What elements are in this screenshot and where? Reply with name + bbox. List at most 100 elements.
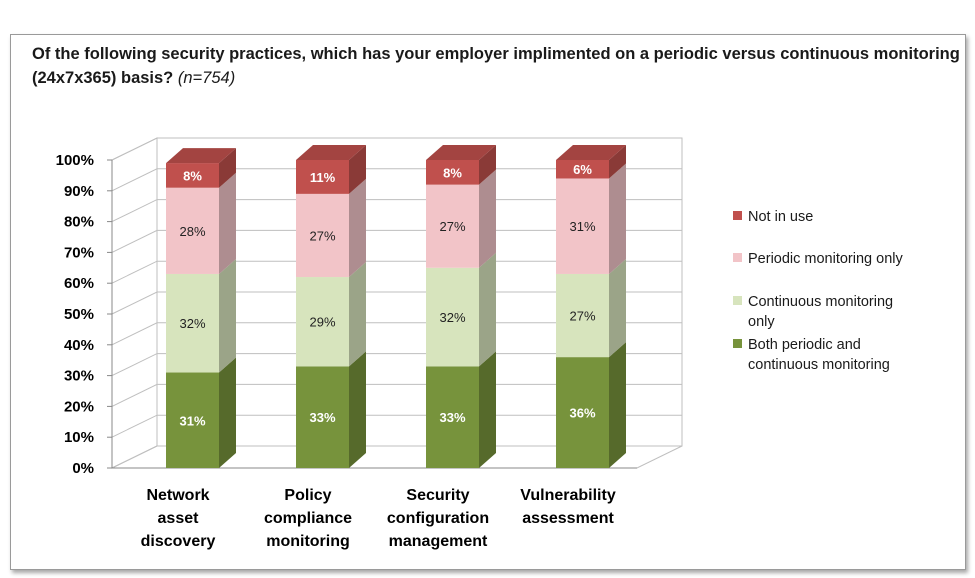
legend-swatch (733, 339, 742, 348)
bar-stack: 36% 27% 31% 6% (556, 145, 626, 468)
y-tick-label: 10% (64, 429, 94, 446)
y-tick-label: 80% (64, 214, 94, 231)
legend-swatch (733, 253, 742, 262)
bar-segment-top (296, 145, 366, 160)
gridline (111, 291, 682, 315)
bar-segment-side (479, 169, 496, 268)
legend-label: Continuous monitoring (748, 294, 893, 310)
bar-segment-side (479, 252, 496, 367)
x-tick-label: discovery (141, 533, 216, 550)
bar-segment-front (556, 160, 609, 179)
bar-segment-side (219, 258, 236, 373)
data-label: 32% (179, 316, 205, 331)
bar-stack: 33% 29% 27% 11% (296, 145, 366, 468)
data-label: 27% (439, 219, 465, 234)
bar-segment-front (166, 187, 219, 274)
chart-title-text: Of the following security practices, whi… (32, 45, 960, 87)
data-label: 33% (439, 410, 465, 425)
bar-segment-side (479, 351, 496, 468)
data-label: 31% (179, 413, 205, 428)
bar-segment-front (556, 178, 609, 274)
gridline (111, 260, 682, 284)
bar-segment-front (166, 163, 219, 188)
bar-segment-front (556, 273, 609, 358)
data-label: 11% (310, 170, 336, 185)
gridline (111, 168, 682, 192)
gridline (111, 445, 682, 469)
legend-label: Not in use (748, 209, 813, 225)
x-tick-label: Security (406, 487, 469, 504)
bar-segment-side (609, 258, 626, 358)
gridline (111, 137, 682, 161)
bar-segment-side (479, 145, 496, 185)
legend-swatch (733, 211, 742, 220)
data-label: 29% (309, 315, 335, 330)
data-label: 27% (309, 228, 335, 243)
bar-segment-front (426, 267, 479, 367)
bar-segment-front (296, 193, 349, 278)
x-tick-label: asset (158, 510, 200, 527)
x-tick-label: configuration (387, 510, 489, 527)
legend-label: Periodic monitoring only (748, 251, 903, 267)
bar-segment-side (349, 262, 366, 367)
data-label: 31% (569, 219, 595, 234)
bar-segment-front (296, 366, 349, 468)
data-label: 6% (573, 162, 592, 177)
bar-segment-front (556, 357, 609, 468)
y-tick-label: 20% (64, 398, 94, 415)
x-tick-label: monitoring (266, 533, 350, 550)
bar-segment-side (219, 357, 236, 468)
bar-segment-front (166, 372, 219, 468)
x-tick-label: Policy (284, 487, 331, 504)
bar-segment-front (296, 160, 349, 194)
bar-segment-front (426, 160, 479, 185)
bar-segment-top (556, 145, 626, 160)
legend-label: Both periodic and (748, 337, 861, 353)
bar-segment-side (219, 148, 236, 188)
y-tick-label: 70% (64, 244, 94, 261)
gridline (111, 199, 682, 223)
gridline (111, 229, 682, 253)
data-label: 28% (179, 224, 205, 239)
gridline (111, 353, 682, 377)
data-label: 33% (309, 410, 335, 425)
x-tick-label: management (389, 533, 488, 550)
bar-segment-side (609, 163, 626, 274)
bar-segment-top (426, 145, 496, 160)
y-tick-label: 90% (64, 183, 94, 200)
bar-segment-front (426, 184, 479, 268)
bar-segment-top (166, 148, 236, 164)
legend-label: continuous monitoring (748, 357, 890, 373)
data-label: 36% (569, 406, 595, 421)
x-tick-label: assessment (522, 510, 614, 527)
bar-segment-front (296, 277, 349, 367)
y-tick-label: 0% (72, 460, 94, 477)
legend-label: only (748, 314, 775, 330)
x-tick-label: Vulnerability (520, 487, 616, 504)
y-tick-label: 30% (64, 368, 94, 385)
bar-segment-side (609, 145, 626, 179)
bar-segment-side (349, 145, 366, 194)
bar-segment-front (426, 366, 479, 468)
chart-title: Of the following security practices, whi… (32, 42, 967, 90)
x-tick-label: compliance (264, 510, 352, 527)
data-label: 8% (183, 168, 202, 183)
bar-segment-side (219, 172, 236, 274)
y-tick-label: 100% (56, 152, 94, 169)
data-label: 32% (439, 310, 465, 325)
bar-segment-side (349, 178, 366, 278)
bar-stack: 31% 32% 28% 8% (166, 148, 236, 468)
data-label: 27% (569, 309, 595, 324)
bar-segment-side (609, 342, 626, 468)
x-tick-label: Network (146, 487, 209, 504)
chart-title-note: (n=754) (177, 69, 236, 87)
bar-segment-side (349, 351, 366, 468)
data-label: 8% (443, 165, 462, 180)
gridline (111, 414, 682, 438)
y-tick-label: 60% (64, 275, 94, 292)
bar-stack: 33% 32% 27% 8% (426, 145, 496, 468)
gridline (111, 383, 682, 407)
bar-segment-front (166, 273, 219, 373)
y-tick-label: 40% (64, 337, 94, 354)
